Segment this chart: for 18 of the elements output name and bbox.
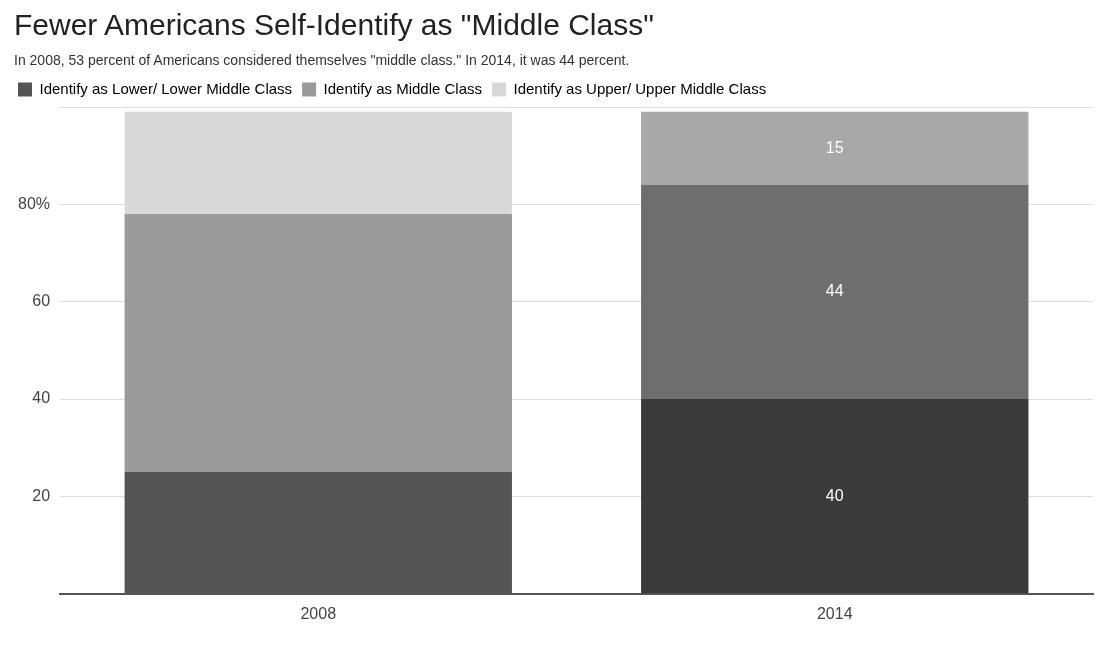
bar (124, 214, 512, 473)
data-label: 44 (825, 282, 844, 300)
y-tick-label: 20 (32, 486, 51, 504)
data-label: 15 (825, 138, 844, 156)
legend-label: Identify as Lower/ Lower Middle Class (39, 79, 293, 97)
chart-subtitle: In 2008, 53 percent of Americans considered themselves "middle class." In 2014, it was 44 percent. (14, 52, 631, 68)
chart-title: Fewer Americans Self-Identify as "Middle Class" (14, 8, 655, 42)
y-tick-label: 60 (32, 292, 51, 310)
y-tick-label: 40 (32, 389, 51, 407)
legend-label: Identify as Middle Class (323, 79, 483, 97)
bar (641, 399, 1029, 594)
bar (641, 111, 1029, 185)
data-label: 40 (825, 486, 844, 504)
legend-label: Identify as Upper/ Upper Middle Class (513, 79, 767, 97)
x-tick-label: 2008 (300, 604, 337, 622)
x-tick-label: 2014 (816, 604, 853, 622)
bar (641, 184, 1029, 400)
y-tick-label: 80% (17, 194, 51, 212)
